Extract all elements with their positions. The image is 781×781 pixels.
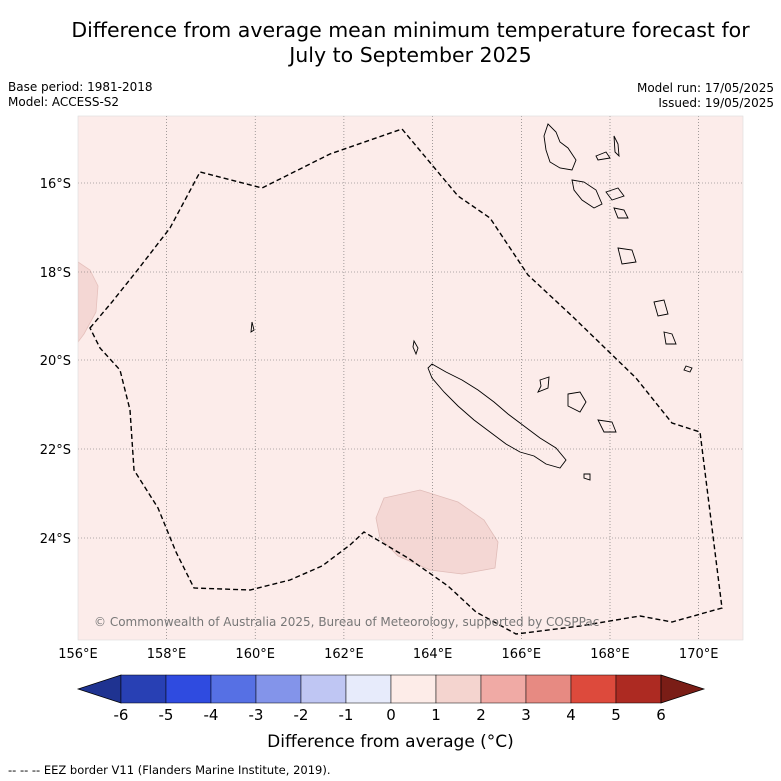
eez-border (89, 128, 723, 635)
colorbar-tick-label: -1 (339, 706, 354, 724)
island-chesterfield (250, 321, 255, 333)
footnote: -- -- -- EEZ border V11 (Flanders Marine… (8, 763, 331, 777)
island-belep (412, 339, 419, 356)
colorbar-tick-label: 2 (476, 706, 486, 724)
colorbar-segment (390, 674, 437, 704)
island-grande-terre (427, 363, 567, 469)
colorbar-extend-high (660, 674, 706, 704)
lon-label: 160°E (235, 647, 275, 662)
colorbar-tick-label: 3 (521, 706, 531, 724)
colorbar-segment (525, 674, 572, 704)
map-content: © Commonwealth of Australia 2025, Bureau… (78, 116, 743, 640)
colorbar-segment (165, 674, 212, 704)
colorbar-tick-label: 4 (566, 706, 576, 724)
anomaly-patch-south (375, 489, 499, 575)
island-pines (583, 473, 591, 481)
map-frame (77, 115, 744, 641)
island-lifou (567, 391, 587, 413)
island-erromango (617, 247, 637, 265)
chart-title: Difference from average mean minimum tem… (0, 18, 781, 68)
island-ouvea (537, 376, 550, 393)
colorbar-segment (210, 674, 257, 704)
lat-label: 22°S (40, 443, 71, 458)
lat-label: 16°S (40, 177, 71, 192)
lat-label: 24°S (40, 532, 71, 547)
island-aneityum (663, 331, 677, 345)
island-ambae (595, 151, 611, 161)
island-malakula (571, 179, 603, 209)
colorbar-tick-label: 1 (431, 706, 441, 724)
lon-label: 166°E (502, 647, 542, 662)
colorbar-tick-label: 6 (656, 706, 666, 724)
coastlines (250, 123, 693, 481)
meta-left: Base period: 1981-2018 Model: ACCESS-S2 (8, 80, 153, 110)
island-epi (605, 187, 625, 201)
colorbar-tick-label: -2 (294, 706, 309, 724)
model-run: Model run: 17/05/2025 (636, 81, 774, 95)
longitude-labels: 156°E 158°E 160°E 162°E 164°E 166°E 168°… (58, 647, 718, 662)
model-name: Model: ACCESS-S2 (8, 95, 120, 109)
colorbar-label: Difference from average (°C) (267, 732, 514, 752)
colorbar: -6 -5 -4 -3 -2 -1 0 1 2 3 4 5 6 (76, 674, 706, 724)
island-mare (597, 419, 617, 433)
colorbar-tick-label: -4 (204, 706, 219, 724)
meta-right: Model run: 17/05/2025 Issued: 19/05/2025 (637, 81, 774, 111)
gridlines (78, 116, 743, 640)
latitude-labels: 16°S 18°S 20°S 22°S 24°S (40, 177, 71, 547)
colorbar-segment (435, 674, 482, 704)
colorbar-tick-label: -5 (159, 706, 174, 724)
lon-label: 156°E (58, 647, 98, 662)
colorbar-segment (255, 674, 302, 704)
island-matthew (683, 365, 693, 373)
colorbar-segment (300, 674, 347, 704)
colorbar-tick-label: -3 (249, 706, 264, 724)
colorbar-segment (345, 674, 392, 704)
island-maewo (613, 135, 620, 158)
colorbar-segment (615, 674, 662, 704)
lat-label: 20°S (40, 354, 71, 369)
colorbar-tick-label: 5 (611, 706, 621, 724)
island-efate (613, 207, 629, 219)
colorbar-segment (120, 674, 167, 704)
lon-label: 170°E (679, 647, 719, 662)
island-espiritu-santo (543, 123, 577, 171)
lon-label: 158°E (147, 647, 187, 662)
copyright-text: © Commonwealth of Australia 2025, Bureau… (94, 615, 599, 629)
colorbar-tick-label: -6 (114, 706, 129, 724)
lon-label: 164°E (413, 647, 453, 662)
lon-label: 162°E (324, 647, 364, 662)
lat-label: 18°S (40, 266, 71, 281)
anomaly-patch-west (78, 261, 99, 343)
colorbar-extend-low (76, 674, 122, 704)
colorbar-segment (570, 674, 617, 704)
lon-label: 168°E (590, 647, 630, 662)
colorbar-tick-label: 0 (386, 706, 396, 724)
issued-date: Issued: 19/05/2025 (658, 96, 774, 110)
island-tanna (653, 299, 669, 317)
base-period: Base period: 1981-2018 (8, 80, 153, 94)
title-line-1: Difference from average mean minimum tem… (71, 18, 750, 42)
title-line-2: July to September 2025 (289, 43, 532, 67)
colorbar-segment (480, 674, 527, 704)
